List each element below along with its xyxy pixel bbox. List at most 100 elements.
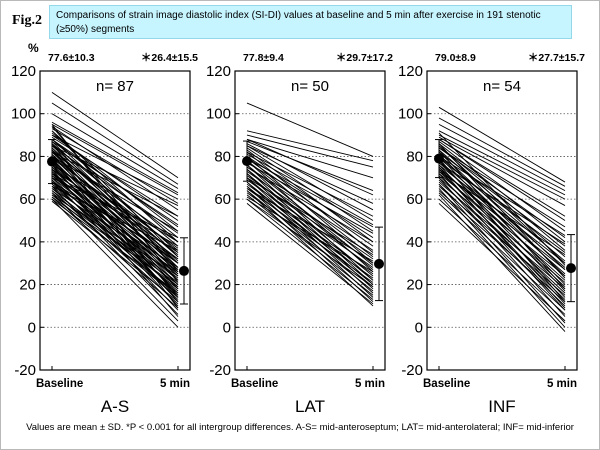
followup-stat-label: ＊29.7±17.2 <box>336 52 393 64</box>
series-line <box>246 198 374 288</box>
series-line <box>51 181 179 260</box>
series-line <box>246 196 374 273</box>
series-line <box>438 117 566 187</box>
y-tick-label: 120 <box>11 63 36 80</box>
series-line <box>51 134 179 200</box>
y-tick-label: 20 <box>19 277 36 294</box>
series-line <box>246 203 374 305</box>
y-tick-label: 40 <box>19 234 36 251</box>
series-line <box>438 156 566 236</box>
y-axis-unit: % <box>28 41 39 55</box>
y-tick-label: 40 <box>406 234 423 251</box>
series-line <box>438 132 566 266</box>
plot-frame <box>234 70 386 371</box>
series-line <box>438 171 566 256</box>
series-line <box>246 171 374 260</box>
y-tick-label: -20 <box>14 362 36 379</box>
series-line <box>438 162 566 245</box>
series-line <box>51 121 179 194</box>
plot-frame <box>426 70 578 371</box>
y-tick-label: 100 <box>11 106 36 123</box>
series-line <box>246 194 374 296</box>
series-line <box>246 158 374 247</box>
plot-frame <box>39 70 191 371</box>
series-line <box>438 173 566 311</box>
series-line <box>246 198 374 300</box>
mean-marker <box>179 265 189 276</box>
series-line <box>438 183 566 324</box>
series-line <box>438 156 566 285</box>
n-label: n= 54 <box>483 78 521 95</box>
series-line <box>246 145 374 221</box>
series-line <box>246 164 374 281</box>
series-line <box>438 138 566 217</box>
baseline-stat-label: 77.6±10.3 <box>48 52 95 64</box>
y-tick-label: 0 <box>415 319 423 336</box>
series-line <box>438 185 566 296</box>
y-tick-label: -20 <box>401 362 423 379</box>
series-line <box>438 168 566 305</box>
series-line <box>438 203 566 322</box>
x-category-label: Baseline <box>423 378 470 390</box>
series-line <box>438 190 566 302</box>
figure-title: Comparisons of strain image diastolic in… <box>49 5 572 39</box>
series-line <box>51 168 179 317</box>
series-line <box>51 185 179 251</box>
series-line <box>438 138 566 221</box>
y-tick-label: 120 <box>206 63 231 80</box>
y-tick-label: 20 <box>406 277 423 294</box>
series-line <box>51 198 179 328</box>
y-tick-label: 120 <box>398 63 423 80</box>
x-category-label: 5 min <box>547 378 577 390</box>
series-line <box>51 196 179 288</box>
y-tick-label: 0 <box>223 319 231 336</box>
series-line <box>246 192 374 283</box>
y-tick-label: 100 <box>206 106 231 123</box>
x-category-label: 5 min <box>160 378 190 390</box>
series-line <box>246 166 374 243</box>
series-line <box>438 166 566 309</box>
series-line <box>438 141 566 232</box>
series-line <box>51 138 179 228</box>
series-line <box>246 130 374 162</box>
series-line <box>51 173 179 247</box>
series-line <box>51 151 179 243</box>
series-line <box>438 194 566 332</box>
figure-label: Fig.2 <box>12 13 42 28</box>
panel-title: LAT <box>295 397 325 416</box>
mean-marker <box>374 258 384 269</box>
series-line <box>51 149 179 298</box>
y-tick-label: 60 <box>214 191 231 208</box>
series-line <box>51 158 179 302</box>
baseline-stat-label: 79.0±8.9 <box>435 52 476 64</box>
panel-title: INF <box>488 397 515 416</box>
y-tick-label: 100 <box>398 106 423 123</box>
x-category-label: Baseline <box>36 378 83 390</box>
x-category-label: 5 min <box>355 378 385 390</box>
series-line <box>438 130 566 196</box>
series-line <box>51 194 179 277</box>
y-tick-label: 40 <box>214 234 231 251</box>
series-line <box>246 158 374 228</box>
series-line <box>438 158 566 253</box>
y-tick-label: 0 <box>28 319 36 336</box>
series-line <box>246 141 374 192</box>
mean-marker <box>566 263 576 274</box>
series-line <box>246 188 374 262</box>
y-tick-label: 80 <box>406 148 423 165</box>
series-line <box>51 168 179 253</box>
series-line <box>438 143 566 279</box>
series-line <box>246 162 374 234</box>
series-line <box>438 188 566 328</box>
series-line <box>246 188 374 279</box>
series-line <box>51 175 179 264</box>
series-line <box>246 145 374 204</box>
series-line <box>246 134 374 168</box>
series-line <box>51 126 179 273</box>
series-line <box>438 164 566 264</box>
baseline-stat-label: 77.8±9.4 <box>243 52 284 64</box>
series-line <box>246 153 374 226</box>
series-line <box>438 192 566 311</box>
series-line <box>438 164 566 298</box>
